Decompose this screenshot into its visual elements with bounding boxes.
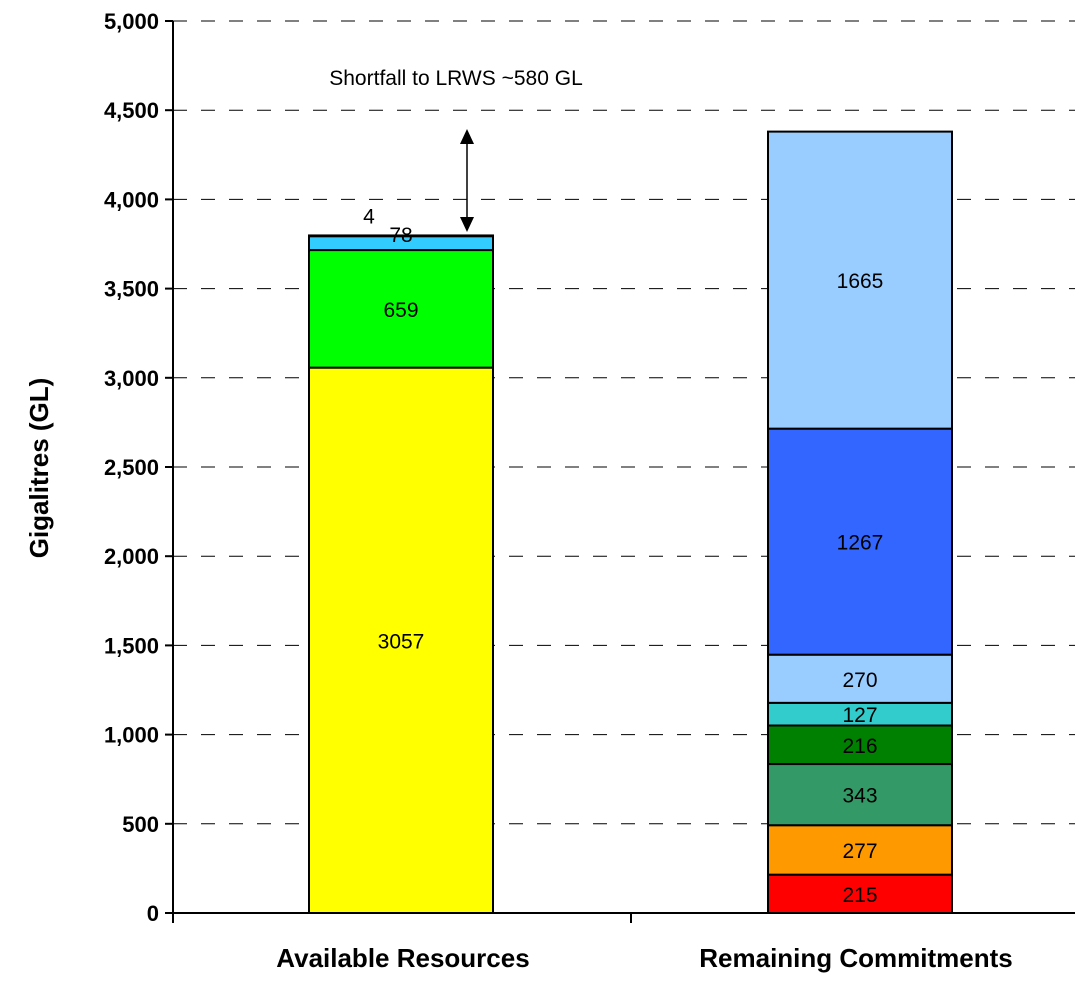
segment-value-label: 4 [363, 205, 375, 228]
segment-value-label: 216 [842, 735, 877, 758]
x-category-label: Remaining Commitments [699, 943, 1013, 973]
y-tick-label: 5,000 [104, 9, 159, 34]
y-axis-title: Gigalitres (GL) [24, 378, 54, 559]
segment-value-label: 1665 [837, 270, 884, 293]
bar-segment [767, 763, 953, 827]
bar-segment [308, 366, 494, 914]
bar-segment [767, 824, 953, 876]
segment-value-label: 78 [389, 224, 412, 247]
bar-segment [308, 249, 494, 369]
axes [165, 20, 1075, 923]
shortfall-arrow [460, 129, 474, 232]
segment-value-label: 127 [842, 704, 877, 727]
segment-value-label: 1267 [837, 532, 884, 555]
bar-stacks [308, 130, 953, 914]
y-tick-label: 3,500 [104, 277, 159, 302]
y-tick-label: 2,000 [104, 544, 159, 569]
y-tick-label: 0 [147, 901, 159, 926]
bar-segment [308, 234, 494, 238]
y-tick-label: 1,500 [104, 633, 159, 658]
labels: 0 500 1,000 1,500 2,000 2,500 3,000 3,500 4,000 4… [104, 9, 1013, 973]
y-tick-label: 4,500 [104, 98, 159, 123]
segment-value-label: 3057 [378, 630, 425, 653]
x-category-label: Available Resources [276, 943, 529, 973]
segment-value-label: 215 [842, 884, 877, 907]
segment-value-label: 270 [842, 669, 877, 692]
segment-value-label: 343 [842, 785, 877, 808]
bar-segment [767, 130, 953, 430]
y-tick-label: 2,500 [104, 455, 159, 480]
segment-value-label: 659 [383, 299, 418, 322]
bar-segment [767, 653, 953, 704]
shortfall-annotation: Shortfall to LRWS ~580 GL [329, 67, 583, 90]
segment-value-label: 277 [842, 840, 877, 863]
y-tick-label: 500 [122, 812, 159, 837]
bar-segment [767, 427, 953, 656]
y-tick-label: 1,000 [104, 723, 159, 748]
y-tick-label: 4,000 [104, 187, 159, 212]
bar-segment [767, 724, 953, 766]
y-tick-label: 3,000 [104, 366, 159, 391]
